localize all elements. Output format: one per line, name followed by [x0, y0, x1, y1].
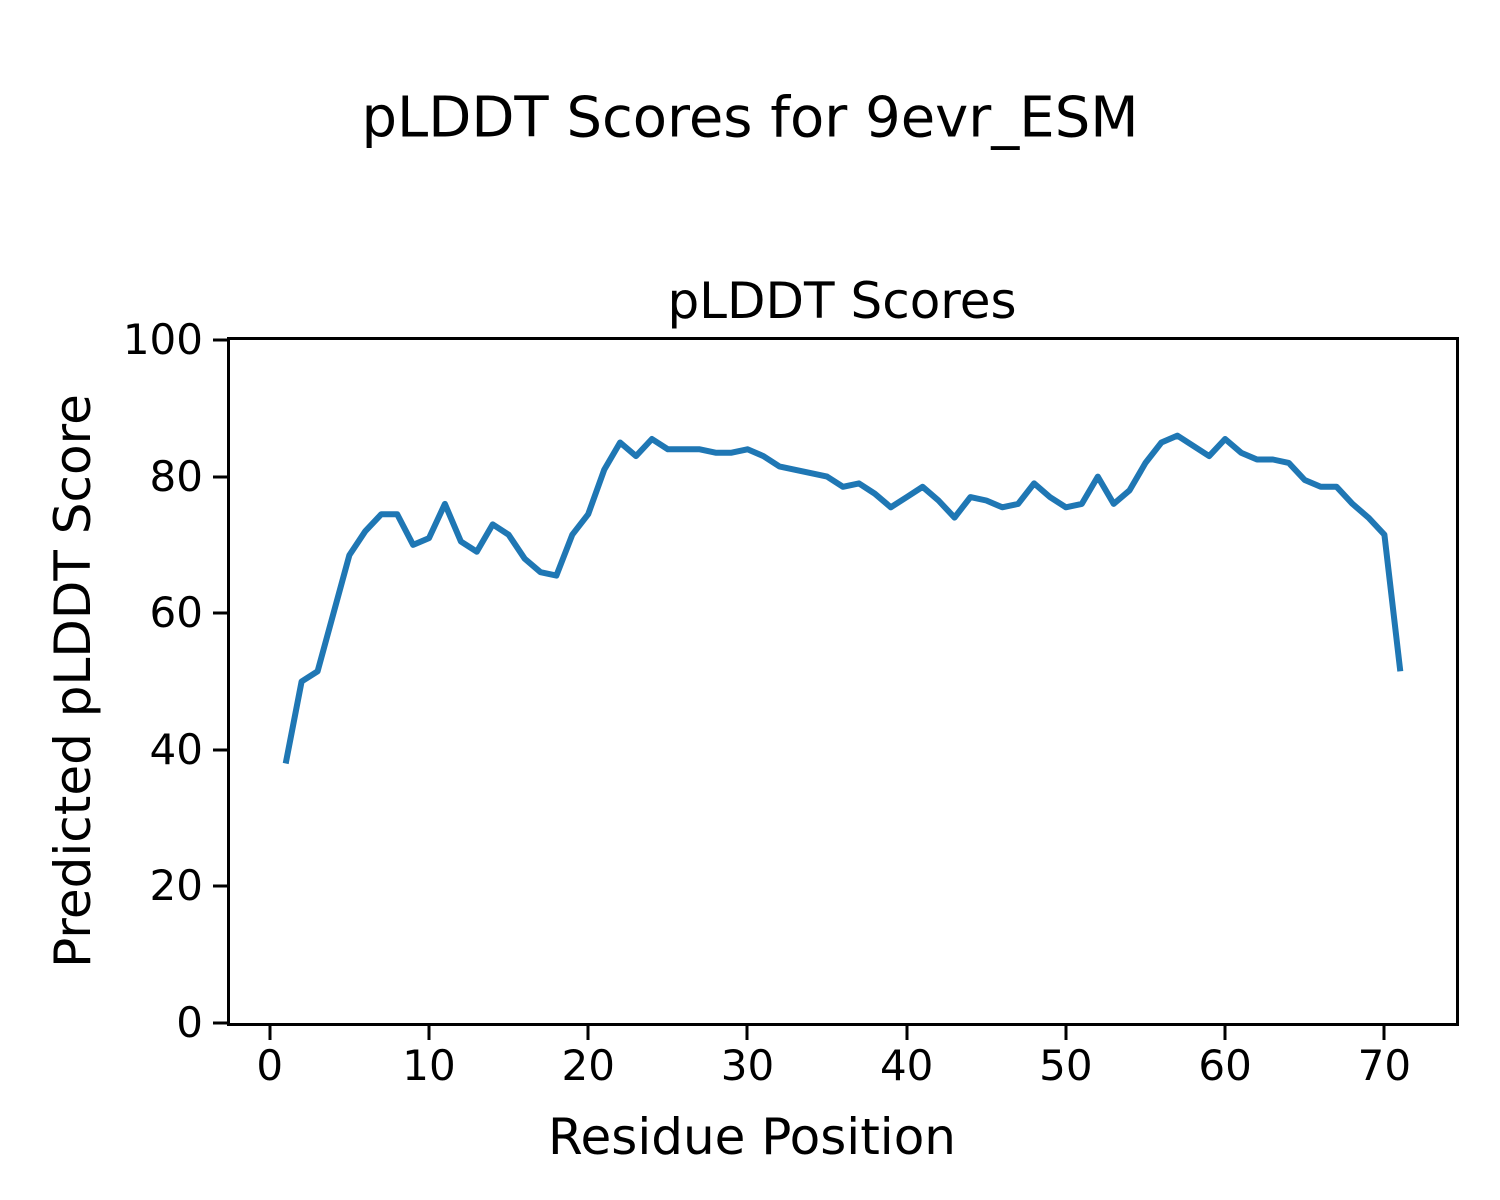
- x-tick-mark: [745, 1026, 749, 1040]
- x-tick-mark: [427, 1026, 431, 1040]
- y-tick-label: 20: [149, 861, 203, 911]
- x-tick-mark: [905, 1026, 909, 1040]
- y-tick-label: 0: [176, 998, 203, 1047]
- x-tick-label: 10: [402, 1041, 456, 1090]
- x-tick-mark: [1223, 1026, 1227, 1040]
- x-tick-label: 70: [1357, 1041, 1412, 1090]
- plddt-line-chart: [282, 432, 1404, 765]
- x-tick-mark: [1382, 1026, 1386, 1040]
- y-tick-label: 80: [149, 451, 203, 501]
- x-tick-label: 0: [256, 1041, 284, 1090]
- y-tick-mark: [213, 884, 227, 888]
- y-tick-label: 40: [149, 724, 203, 774]
- x-tick-mark: [268, 1026, 272, 1040]
- y-tick-mark: [213, 1021, 227, 1025]
- y-tick-label: 60: [149, 588, 203, 638]
- y-tick-mark: [213, 338, 227, 342]
- y-tick-label: 100: [122, 315, 203, 364]
- y-tick-mark: [213, 611, 227, 615]
- y-axis-label: Predicted pLDDT Score: [44, 394, 102, 968]
- x-tick-label: 40: [879, 1041, 934, 1090]
- x-tick-mark: [1064, 1026, 1068, 1040]
- x-tick-label: 60: [1198, 1041, 1252, 1090]
- plddt-line-series: [282, 432, 1404, 765]
- figure-title: pLDDT Scores for 9evr_ESM: [361, 85, 1139, 151]
- plot-area: [227, 337, 1459, 1026]
- x-tick-label: 50: [1039, 1041, 1093, 1090]
- axes-title: pLDDT Scores: [667, 272, 1017, 330]
- y-tick-mark: [213, 475, 227, 479]
- x-tick-label: 20: [561, 1041, 615, 1090]
- y-tick-mark: [213, 748, 227, 752]
- x-axis-label: Residue Position: [548, 1108, 956, 1166]
- x-tick-mark: [586, 1026, 590, 1040]
- x-tick-label: 30: [720, 1041, 775, 1090]
